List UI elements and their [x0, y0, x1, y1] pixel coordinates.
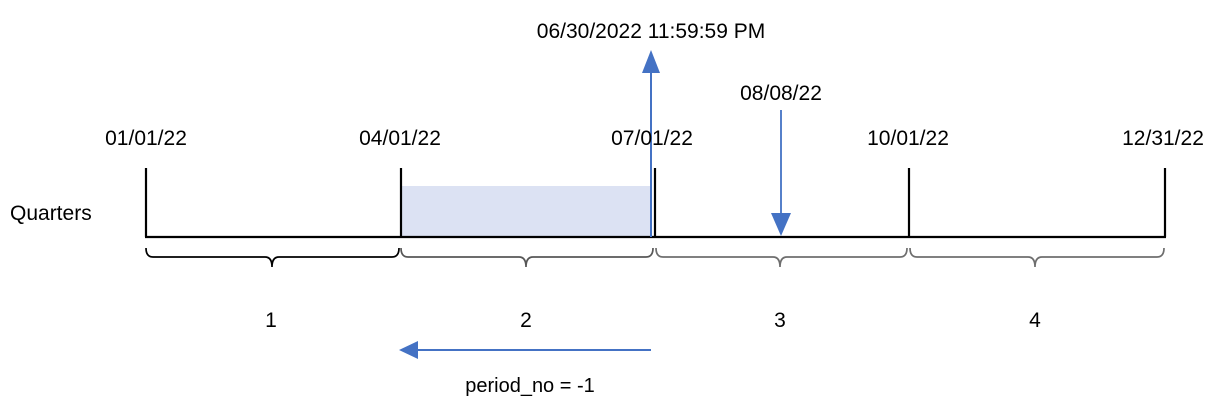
input-date-label: 08/08/22	[740, 82, 822, 105]
period-no-arrow	[399, 341, 651, 359]
boundary-label-1: 04/01/22	[359, 127, 441, 150]
axis-title-quarters: Quarters	[10, 202, 92, 225]
quarter-label-2: 2	[520, 309, 532, 332]
brace-quarter-1	[145, 247, 400, 268]
quarter-braces	[145, 247, 1165, 268]
boundary-label-2: 07/01/22	[611, 127, 693, 150]
brace-quarter-4	[909, 247, 1165, 268]
quarter-label-3: 3	[774, 309, 786, 332]
brace-quarter-3	[655, 247, 908, 268]
boundary-label-0: 01/01/22	[105, 127, 187, 150]
period-no-label: period_no = -1	[465, 375, 595, 397]
boundary-label-4: 12/31/22	[1122, 127, 1204, 150]
brace-quarter-2	[400, 247, 654, 268]
quarter-label-4: 4	[1029, 309, 1041, 332]
result-boundary-arrow	[642, 50, 660, 237]
result-boundary-label: 06/30/2022 11:59:59 PM	[537, 20, 765, 43]
boundary-label-3: 10/01/22	[867, 127, 949, 150]
quarter-label-1: 1	[265, 309, 277, 332]
highlighted-quarter-region	[402, 186, 651, 237]
input-date-arrow	[771, 110, 791, 236]
